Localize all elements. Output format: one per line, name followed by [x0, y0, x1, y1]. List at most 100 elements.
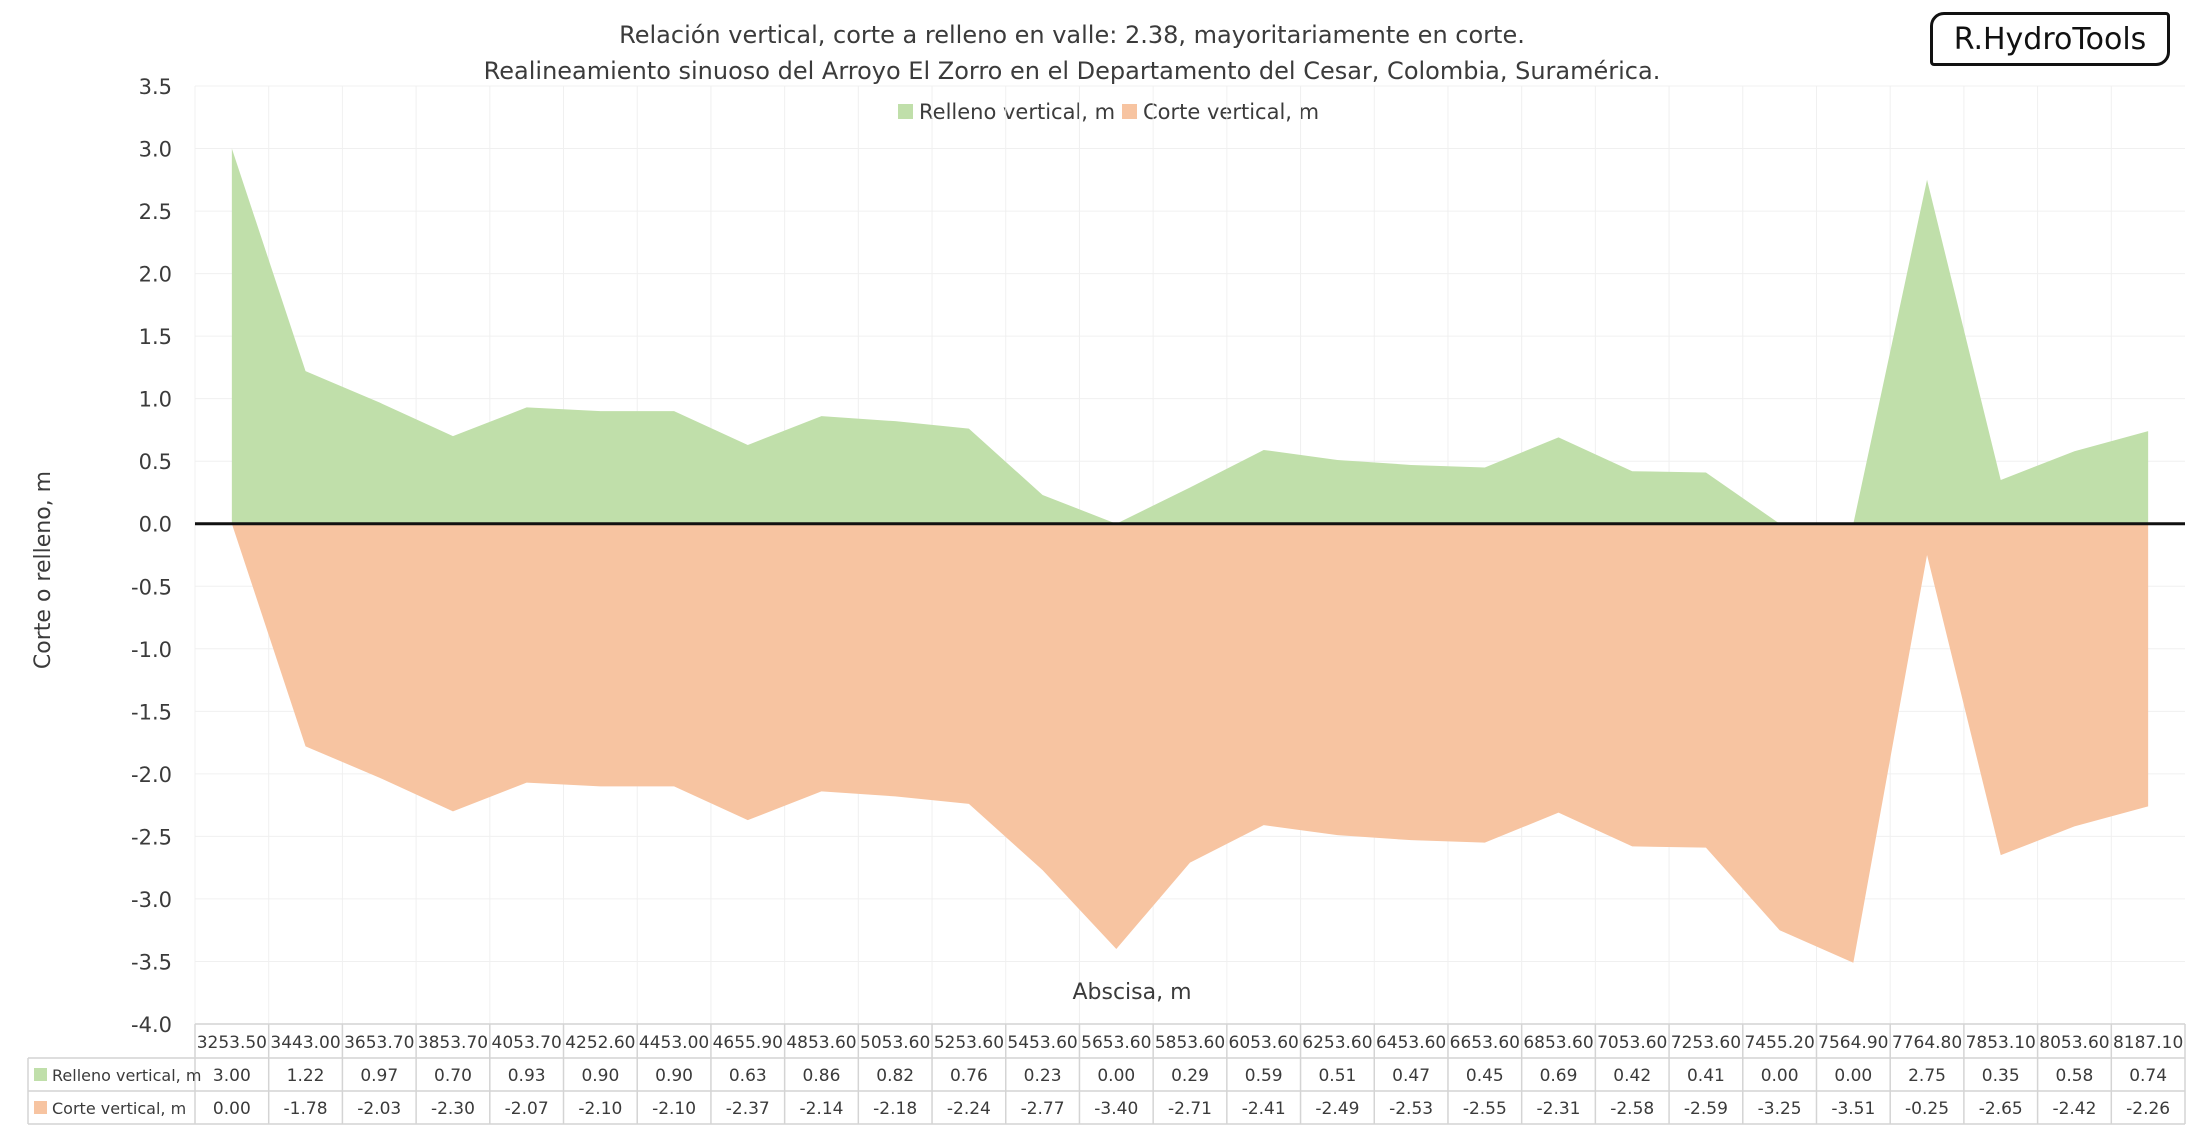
- table-cell-value: -2.42: [2052, 1099, 2096, 1119]
- table-cell-value: 1.22: [287, 1066, 325, 1086]
- table-cell-value: 0.74: [2129, 1066, 2167, 1086]
- table-cell-value: 0.63: [729, 1066, 767, 1086]
- table-legend-swatch: [34, 1068, 47, 1081]
- legend-label-relleno: Relleno vertical, m: [919, 100, 1115, 124]
- area-corte: [231, 523, 2149, 963]
- table-cell-value: 0.00: [1097, 1066, 1135, 1086]
- x-axis-label: Abscisa, m: [1072, 980, 1191, 1005]
- table-cell-value: 0.90: [655, 1066, 693, 1086]
- plot-areas: [195, 148, 2185, 963]
- area-relleno: [231, 148, 2149, 524]
- table-cell-value: 0.29: [1171, 1066, 1209, 1086]
- table-cell-value: -2.03: [357, 1099, 401, 1119]
- table-cell-value: 0.69: [1540, 1066, 1578, 1086]
- y-tick-label: -3.5: [131, 950, 172, 974]
- y-tick-label: 3.0: [139, 138, 172, 162]
- x-tick-label: 6653.60: [1450, 1033, 1520, 1053]
- table-cell-value: -2.31: [1537, 1099, 1581, 1119]
- x-tick-label: 6853.60: [1523, 1033, 1593, 1053]
- table-cell-value: -2.10: [652, 1099, 696, 1119]
- table-legend-swatch: [34, 1101, 47, 1114]
- x-tick-label: 5253.60: [934, 1033, 1004, 1053]
- table-cell-value: -3.51: [1831, 1099, 1875, 1119]
- table-cell-value: 0.58: [2056, 1066, 2094, 1086]
- y-tick-label: -3.0: [131, 888, 172, 912]
- x-tick-label: 4853.60: [786, 1033, 856, 1053]
- table-cell-value: -1.78: [284, 1099, 328, 1119]
- table-cell-value: -2.26: [2126, 1099, 2170, 1119]
- x-tick-label: 6453.60: [1376, 1033, 1446, 1053]
- y-tick-label: -2.0: [131, 763, 172, 787]
- table-cell-value: -2.37: [726, 1099, 770, 1119]
- y-tick-label: 0.0: [139, 513, 172, 537]
- table-cell-value: 0.47: [1392, 1066, 1430, 1086]
- y-tick-label: 1.5: [139, 325, 172, 349]
- y-tick-label: 3.5: [139, 75, 172, 99]
- x-tick-label: 3443.00: [270, 1033, 340, 1053]
- table-cell-value: 0.45: [1466, 1066, 1504, 1086]
- y-tick-label: 2.5: [139, 200, 172, 224]
- table-cell-value: 0.97: [360, 1066, 398, 1086]
- table-cell-value: -2.71: [1168, 1099, 1212, 1119]
- y-axis-label: Corte o relleno, m: [31, 471, 56, 669]
- brand-logo: R.HydroTools: [1930, 12, 2170, 66]
- x-tick-label: 8187.10: [2113, 1033, 2183, 1053]
- x-tick-label: 4655.90: [713, 1033, 783, 1053]
- table-cell-value: 3.00: [213, 1066, 251, 1086]
- y-tick-label: -1.0: [131, 638, 172, 662]
- table-cell-value: -2.59: [1684, 1099, 1728, 1119]
- y-tick-label: -0.5: [131, 575, 172, 599]
- table-cell-value: 0.90: [581, 1066, 619, 1086]
- table-cell-value: -2.49: [1315, 1099, 1359, 1119]
- table-cell-value: 0.51: [1318, 1066, 1356, 1086]
- y-tick-label: 2.0: [139, 263, 172, 287]
- chart-subtitle: Realineamiento sinuoso del Arroyo El Zor…: [484, 57, 1661, 85]
- x-tick-label: 5853.60: [1155, 1033, 1225, 1053]
- chart-title: Relación vertical, corte a relleno en va…: [619, 21, 1525, 49]
- table-cell-value: -2.30: [431, 1099, 475, 1119]
- x-tick-label: 3853.70: [418, 1033, 488, 1053]
- x-tick-label: 5053.60: [860, 1033, 930, 1053]
- table-cell-value: 0.86: [803, 1066, 841, 1086]
- table-cell-value: -0.25: [1905, 1099, 1949, 1119]
- table-series-label: Corte vertical, m: [52, 1099, 186, 1118]
- x-tick-label: 8053.60: [2039, 1033, 2109, 1053]
- table-cell-value: 0.23: [1024, 1066, 1062, 1086]
- y-axis: 3.5 3.0 2.5 2.0 1.5 1.0 0.5 0.0 -0.5 -1.0 -1.5 -2.0…: [131, 75, 172, 1037]
- table-cell-value: 0.70: [434, 1066, 472, 1086]
- x-tick-label: 6053.60: [1229, 1033, 1299, 1053]
- x-tick-label: 7764.80: [1892, 1033, 1962, 1053]
- x-tick-label: 6253.60: [1302, 1033, 1372, 1053]
- table-cell-value: -2.58: [1610, 1099, 1654, 1119]
- x-tick-label: 4453.00: [639, 1033, 709, 1053]
- table-cell-value: -2.65: [1979, 1099, 2023, 1119]
- table-cell-value: -2.18: [873, 1099, 917, 1119]
- table-cell-value: 0.00: [1834, 1066, 1872, 1086]
- x-tick-label: 7564.90: [1818, 1033, 1888, 1053]
- y-tick-label: 1.0: [139, 388, 172, 412]
- table-cell-value: 0.41: [1687, 1066, 1725, 1086]
- table-cell-value: 0.00: [213, 1099, 251, 1119]
- x-tick-label: 5453.60: [1007, 1033, 1077, 1053]
- table-cell-value: -3.40: [1094, 1099, 1138, 1119]
- data-table: 3253.50 3443.00 3653.70 3853.70 4053.70 4252.…: [27, 1023, 2186, 1125]
- legend-label-corte: Corte vertical, m: [1143, 100, 1319, 124]
- table-cell-value: -2.24: [947, 1099, 991, 1119]
- y-tick-label: 0.5: [139, 450, 172, 474]
- table-cell-value: 0.76: [950, 1066, 988, 1086]
- x-tick-label: 7853.10: [1966, 1033, 2036, 1053]
- y-tick-label: -4.0: [131, 1013, 172, 1037]
- table-cell-value: 0.59: [1245, 1066, 1283, 1086]
- x-tick-label: 3653.70: [344, 1033, 414, 1053]
- legend: Relleno vertical, m Corte vertical, m: [898, 100, 1319, 124]
- x-tick-label: 4053.70: [492, 1033, 562, 1053]
- table-cell-value: -2.55: [1463, 1099, 1507, 1119]
- x-tick-label: 4252.60: [565, 1033, 635, 1053]
- legend-swatch-corte: [1122, 104, 1137, 119]
- table-cell-value: 0.42: [1613, 1066, 1651, 1086]
- table-cell-value: 0.93: [508, 1066, 546, 1086]
- x-tick-label: 7455.20: [1744, 1033, 1814, 1053]
- table-cell-value: -2.77: [1021, 1099, 1065, 1119]
- table-series-label: Relleno vertical, m: [52, 1066, 201, 1085]
- table-cell-value: -2.10: [578, 1099, 622, 1119]
